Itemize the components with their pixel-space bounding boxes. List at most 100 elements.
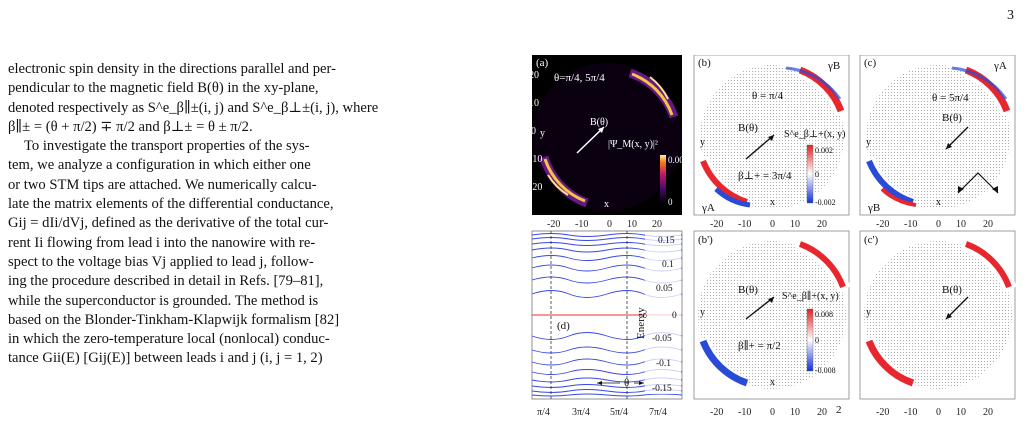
panel-c-xtick: -10 <box>904 219 917 230</box>
panel-d-xtick: 7π/4 <box>649 407 667 418</box>
panel-d-xtick: 5π/4 <box>610 407 628 418</box>
panel-d-ylabel: Energy <box>635 307 647 339</box>
panel-b-xtick: -20 <box>710 219 723 230</box>
panel-b-prime-cbar-mid: 0 <box>815 336 819 345</box>
panel-c-xtick: 20 <box>983 219 993 230</box>
text-line: tance Gii(E) [Gij(E)] between leads i an… <box>8 350 323 367</box>
text-line: electronic spin density in the direction… <box>8 61 336 77</box>
panel-b-prime-xlabel: x <box>770 377 775 388</box>
panel-b-cbar-mid: 0 <box>815 170 819 179</box>
panel-a-xtick: 10 <box>627 219 637 230</box>
panel-c-prime-xticks: -20 -10 0 10 20 <box>876 407 993 418</box>
panel-a-xticks: -20 -10 0 10 20 <box>547 219 662 230</box>
panel-a-cbar-max: 0.007 <box>668 155 689 165</box>
text-line: while the superconductor is grounded. Th… <box>8 292 319 309</box>
panel-b-prime-ylabel: y <box>700 307 705 318</box>
panel-b-label: (b) <box>698 57 711 69</box>
panel-b-xticks: -20 -10 0 10 20 <box>710 219 827 230</box>
panel-c-xtick: 0 <box>936 219 941 230</box>
panel-a-xtick: -10 <box>575 219 588 230</box>
panel-c-prime-label: (c') <box>864 234 879 246</box>
panel-b-ylabel: y <box>700 137 705 148</box>
text-line: in which the zero-temperature local (non… <box>8 331 330 348</box>
panel-c-prime: (c') B(θ) y <box>859 230 1017 400</box>
panel-c-prime-field-label: B(θ) <box>942 284 962 296</box>
panel-c-prime-xtick: 20 <box>983 407 993 418</box>
caption-fragment: 2 <box>836 404 842 416</box>
panel-a-colorbar <box>660 155 666 203</box>
body-text-column: electronic spin density in the direction… <box>8 60 508 369</box>
panel-b-prime-xticks: -20 -10 0 10 20 <box>710 407 827 418</box>
panel-d-ytick: 0 <box>672 311 677 321</box>
panel-a-ytick: 20 <box>529 70 539 81</box>
panel-b-xtick: 10 <box>790 219 800 230</box>
panel-d: 0.15 0.1 0.05 0 -0.05 -0.1 -0.15 Energy … <box>531 230 683 400</box>
panel-d-ytick: -0.05 <box>652 334 672 344</box>
panel-b: (b) γB γA θ = π/4 B(θ) S^e_β⊥+(x, y) 0.0… <box>693 54 850 216</box>
panel-a: (a) θ=π/4, 5π/4 B(θ) |Ψ_M(x, y)|² 0.007 … <box>529 55 689 215</box>
panel-d-xticks: π/4 3π/4 5π/4 7π/4 <box>537 407 667 418</box>
panel-b-prime: (b') B(θ) S^e_β∥+(x, y) 0.008 0 -0.008 β… <box>693 230 851 400</box>
panel-b-gamma-bottom: γA <box>701 202 715 214</box>
panel-b-prime-xtick: -10 <box>738 407 751 418</box>
panel-d-theta-label: θ <box>624 377 629 389</box>
panel-c-prime-xtick: 0 <box>936 407 941 418</box>
panel-d-ytick: 0.1 <box>662 260 674 270</box>
panel-d-label: (d) <box>557 320 570 332</box>
panel-b-prime-xtick: 0 <box>770 407 775 418</box>
panel-d-ytick: -0.15 <box>652 384 672 394</box>
panel-a-ytick: 10 <box>529 98 539 109</box>
panel-b-xtick: 0 <box>770 219 775 230</box>
panel-b-gamma-top: γB <box>827 60 840 72</box>
panel-b-xtick: 20 <box>817 219 827 230</box>
paragraph-2: To investigate the transport properties … <box>8 137 508 369</box>
text-line: ing the procedure described in detail in… <box>8 273 324 290</box>
text-line: rent Ii flowing from lead i into the nan… <box>8 234 316 251</box>
panel-c-prime-xtick: -10 <box>904 407 917 418</box>
panel-d-xtick: 3π/4 <box>572 407 590 418</box>
panel-a-label: (a) <box>536 57 549 69</box>
panel-c: (c) γA γB θ = 5π/4 B(θ) y x <box>859 54 1016 216</box>
panel-a-field-label: B(θ) <box>590 117 608 128</box>
text-line: Gij = dIi/dVj, defined as the derivative… <box>8 215 329 232</box>
panel-a-xtick: -20 <box>547 219 560 230</box>
panel-d-ytick: 0.15 <box>658 236 675 246</box>
panel-b-beta: β⊥+ = 3π/4 <box>738 170 792 182</box>
panel-a-xlabel: x <box>604 199 609 210</box>
panel-b-theta: θ = π/4 <box>752 90 784 102</box>
panel-b-quantity: S^e_β⊥+(x, y) <box>784 129 845 140</box>
figure: (a) θ=π/4, 5π/4 B(θ) |Ψ_M(x, y)|² 0.007 … <box>527 54 1020 428</box>
panel-b-prime-xtick: 20 <box>817 407 827 418</box>
paragraph-1: electronic spin density in the direction… <box>8 60 508 137</box>
panel-c-theta: θ = 5π/4 <box>932 92 969 104</box>
panel-c-tip-sketch <box>957 172 999 194</box>
panel-b-xlabel: x <box>770 197 775 208</box>
panel-d-xtick: π/4 <box>537 407 550 418</box>
panel-a-ytick: -10 <box>529 154 542 165</box>
text-line: or two STM tips are attached. We numeric… <box>8 176 317 193</box>
panel-c-xtick: -20 <box>876 219 889 230</box>
text-line: tem, we analyze a configuration in which… <box>8 157 311 174</box>
panel-b-cbar-max: 0.002 <box>815 146 833 155</box>
panel-c-xticks: -20 -10 0 10 20 <box>876 219 993 230</box>
panel-b-xtick: -10 <box>738 219 751 230</box>
panel-a-quantity: |Ψ_M(x, y)|² <box>608 139 658 150</box>
text-line: spect to the voltage bias Vj applied to … <box>8 253 314 270</box>
figure-svg: (a) θ=π/4, 5π/4 B(θ) |Ψ_M(x, y)|² 0.007 … <box>529 54 1017 418</box>
panel-b-prime-label: (b') <box>698 234 713 246</box>
page-number: 3 <box>1007 8 1014 23</box>
panel-c-ylabel: y <box>866 137 871 148</box>
panel-b-prime-beta: β∥+ = π/2 <box>738 339 781 352</box>
panel-c-field-label: B(θ) <box>942 112 962 124</box>
panel-a-ylabel: y <box>540 128 545 139</box>
panel-b-prime-cbar-min: -0.008 <box>815 366 836 375</box>
panel-b-prime-xtick: 10 <box>790 407 800 418</box>
text-line: pendicular to the magnetic field B(θ) in… <box>8 80 319 97</box>
panel-c-prime-xtick: -20 <box>876 407 889 418</box>
field-arrow <box>576 126 605 154</box>
text-line: denoted respectively as S^e_β∥±(i, j) an… <box>8 99 379 116</box>
panel-c-gamma-top: γA <box>993 60 1007 72</box>
panel-b-prime-xtick: -20 <box>710 407 723 418</box>
text-line: To investigate the transport properties … <box>24 138 310 155</box>
panel-d-ytick: -0.1 <box>656 359 671 369</box>
